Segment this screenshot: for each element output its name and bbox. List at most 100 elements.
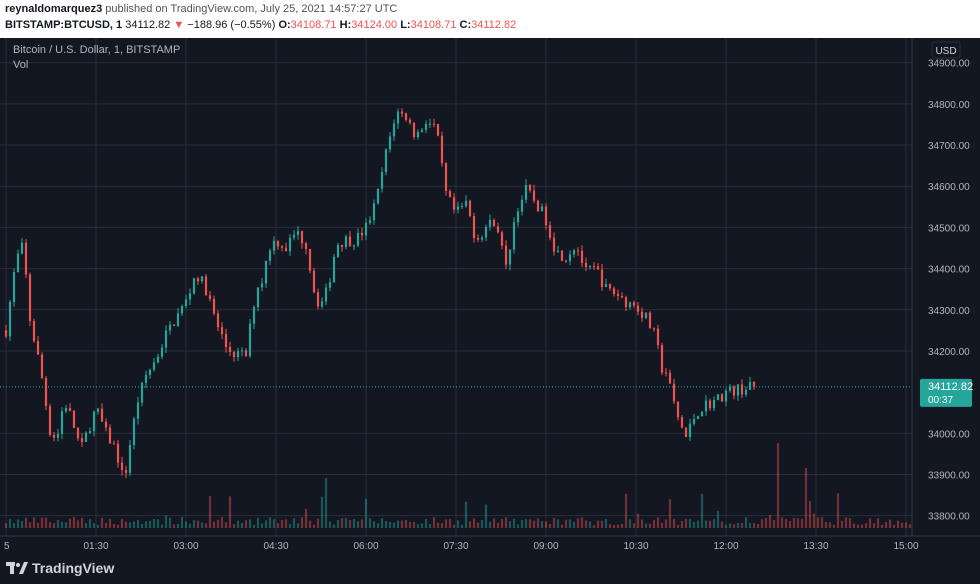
time-tick-label: 03:00 bbox=[173, 541, 198, 552]
volume-bar bbox=[576, 518, 580, 528]
open-value: 34108.71 bbox=[290, 19, 337, 31]
candle-body bbox=[616, 294, 620, 296]
price-chart[interactable]: 34900.00 34800.00 34700.00 34600.00 34500.00… bbox=[0, 38, 980, 554]
volume-bar bbox=[32, 517, 36, 528]
volume-bar bbox=[128, 522, 132, 528]
volume-bar bbox=[344, 517, 348, 528]
volume-bar bbox=[260, 523, 264, 528]
candle-body bbox=[196, 278, 200, 282]
volume-bar bbox=[200, 522, 204, 528]
volume-bar bbox=[764, 518, 768, 528]
candle-body bbox=[36, 341, 40, 355]
candle-body bbox=[328, 282, 332, 288]
volume-bar bbox=[68, 518, 72, 528]
volume-bar bbox=[864, 523, 868, 528]
candle-body bbox=[688, 423, 692, 438]
chart-area[interactable]: 34900.00 34800.00 34700.00 34600.00 34500.00… bbox=[0, 38, 980, 554]
volume-bar bbox=[44, 517, 48, 528]
candle-body bbox=[136, 402, 140, 419]
volume-bar bbox=[796, 518, 800, 528]
volume-bar bbox=[364, 498, 368, 528]
candle-body bbox=[720, 394, 724, 402]
candle-body bbox=[368, 220, 372, 223]
time-tick-label: 04:30 bbox=[263, 541, 288, 552]
candle-body bbox=[280, 246, 284, 248]
publish-date: published on TradingView.com, July 25, 2… bbox=[105, 3, 398, 15]
time-tick-label: 01:30 bbox=[83, 541, 108, 552]
currency-badge[interactable] bbox=[931, 41, 961, 59]
volume-bar bbox=[832, 524, 836, 528]
candle-body bbox=[496, 226, 500, 233]
time-axis[interactable]: 5 01:30 03:00 04:30 06:00 07:30 09:00 10:30 12:0… bbox=[0, 535, 980, 552]
candle-body bbox=[28, 274, 32, 321]
candle-body bbox=[244, 350, 248, 356]
volume-bar bbox=[248, 519, 252, 528]
volume-bar bbox=[600, 520, 604, 528]
volume-bar bbox=[828, 522, 832, 528]
volume-bar bbox=[476, 522, 480, 528]
candle-body bbox=[128, 445, 132, 473]
volume-bar bbox=[120, 518, 124, 528]
tradingview-logo[interactable]: TradingView bbox=[6, 560, 114, 576]
candle-body bbox=[480, 237, 484, 240]
candle-body bbox=[252, 307, 256, 324]
volume-bar bbox=[692, 522, 696, 528]
candle-body bbox=[232, 352, 236, 358]
high-value: 34124.00 bbox=[351, 19, 398, 31]
open-label: O: bbox=[278, 19, 291, 31]
candle-body bbox=[140, 382, 144, 403]
volume-bar bbox=[584, 520, 588, 528]
candle-body bbox=[708, 400, 712, 409]
volume-bar bbox=[400, 520, 404, 528]
volume-bar bbox=[520, 519, 524, 528]
candle-body bbox=[484, 226, 488, 238]
volume-bars bbox=[4, 443, 912, 528]
volume-bar bbox=[688, 519, 692, 528]
candle-body bbox=[420, 129, 424, 132]
volume-bar bbox=[820, 517, 824, 528]
volume-bar bbox=[456, 520, 460, 528]
candle-body bbox=[376, 188, 380, 204]
candle-body bbox=[600, 269, 604, 287]
volume-bar bbox=[272, 519, 276, 528]
candle-body bbox=[472, 216, 476, 238]
candle-body bbox=[88, 431, 92, 433]
candle-body bbox=[416, 131, 420, 137]
volume-bar bbox=[124, 521, 128, 528]
candle-body bbox=[284, 247, 288, 252]
candle-body bbox=[52, 434, 56, 438]
volume-bar bbox=[408, 521, 412, 528]
volume-bar bbox=[292, 518, 296, 528]
volume-bar bbox=[752, 523, 756, 528]
candle-body bbox=[348, 236, 352, 246]
candle-body bbox=[396, 111, 400, 124]
candle-body bbox=[340, 244, 344, 247]
candle-body bbox=[648, 312, 652, 329]
volume-bar bbox=[560, 524, 564, 528]
candle-body bbox=[200, 276, 204, 282]
price-tick-label: 34700.00 bbox=[928, 141, 970, 152]
volume-bar bbox=[892, 524, 896, 528]
time-tick-label: 07:30 bbox=[443, 541, 468, 552]
volume-bar bbox=[176, 523, 180, 528]
close-value: 34112.82 bbox=[471, 19, 517, 31]
volume-bar bbox=[304, 509, 308, 528]
volume-bar bbox=[860, 524, 864, 528]
candle-body bbox=[716, 394, 720, 401]
volume-bar bbox=[524, 519, 528, 528]
candle-body bbox=[520, 199, 524, 212]
candle-body bbox=[664, 372, 668, 374]
volume-bar bbox=[348, 519, 352, 528]
volume-bar bbox=[444, 519, 448, 528]
volume-bar bbox=[744, 517, 748, 528]
price-axis[interactable]: 34900.00 34800.00 34700.00 34600.00 34500.00… bbox=[911, 38, 980, 554]
author-name[interactable]: reynaldomarquez3 bbox=[5, 3, 103, 15]
volume-bar bbox=[504, 517, 508, 528]
candle-body bbox=[360, 232, 364, 236]
last-price: 34112.82 bbox=[125, 19, 171, 31]
price-tick-label: 34300.00 bbox=[928, 306, 970, 317]
close-label: C: bbox=[459, 19, 472, 31]
volume-bar bbox=[500, 518, 504, 528]
volume-bar bbox=[636, 513, 640, 528]
candle-body bbox=[212, 298, 216, 314]
